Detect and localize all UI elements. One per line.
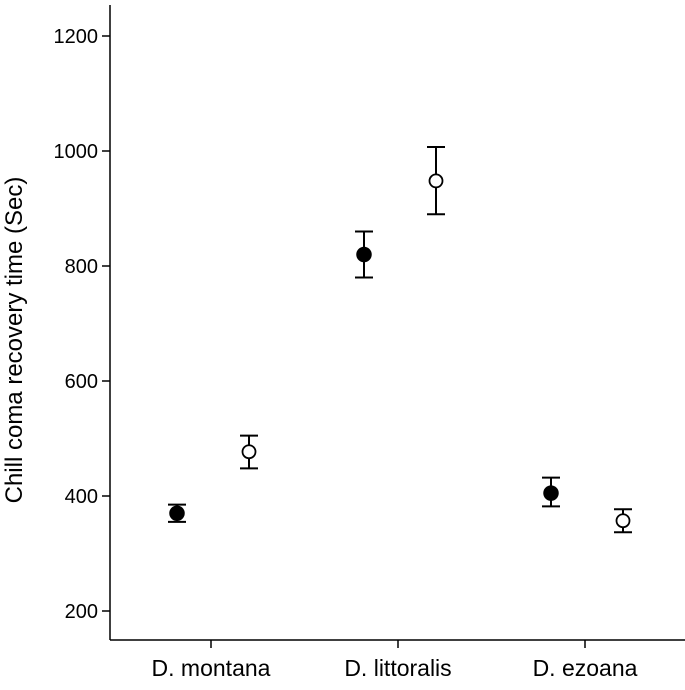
x-tick-label: D. littoralis <box>344 655 451 681</box>
chart-marks <box>168 145 632 534</box>
axes: 200 400 600 800 1000 1200 D. montana D. littora… <box>54 5 685 681</box>
data-point-open <box>428 173 444 189</box>
data-point-filled <box>169 505 185 521</box>
y-tick-label: 400 <box>65 486 98 508</box>
y-tick-label: 200 <box>65 601 98 623</box>
y-axis-title: Chill coma recovery time (Sec) <box>1 177 28 504</box>
y-tick-label: 1000 <box>54 141 99 163</box>
data-point-open <box>615 513 631 529</box>
y-tick-label: 600 <box>65 371 98 393</box>
x-tick-label: D. ezoana <box>533 655 638 681</box>
data-point-filled <box>356 246 372 263</box>
y-tick-label: 1200 <box>54 26 99 48</box>
data-point-open <box>241 444 257 460</box>
data-point-filled <box>543 485 559 501</box>
y-tick-label: 800 <box>65 256 98 278</box>
x-tick-label: D. montana <box>152 655 271 681</box>
